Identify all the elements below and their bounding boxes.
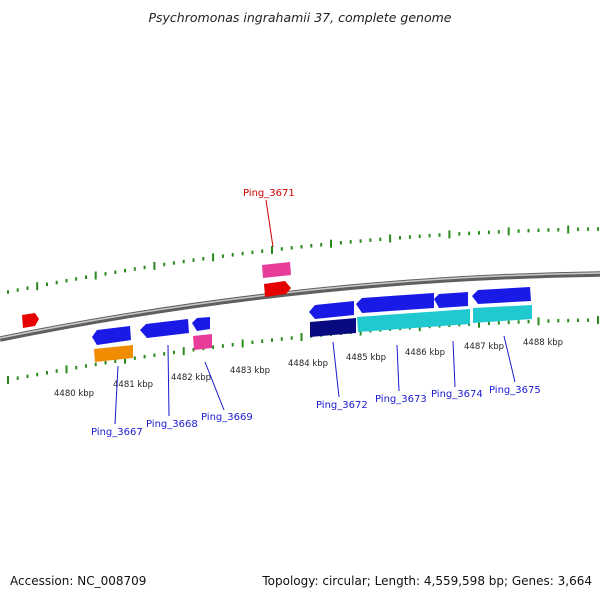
gene-feature-cyan[interactable] — [357, 309, 470, 332]
callout-line — [114, 365, 119, 425]
genome-backbone-highlight — [0, 272, 600, 339]
genome-summary: Topology: circular; Length: 4,559,598 bp… — [262, 574, 592, 588]
scale-label: 4481 kbp — [113, 380, 153, 390]
gene-label-ping-3674[interactable]: Ping_3674 — [431, 389, 483, 400]
gene-callout-lines — [114, 199, 516, 425]
genome-backbone — [0, 271, 600, 342]
gene-feature-blue[interactable] — [140, 319, 189, 338]
scale-labels: 4480 kbp 4481 kbp 4482 kbp 4483 kbp 4484… — [54, 338, 563, 399]
callout-line — [452, 340, 456, 388]
gene-feature-blue[interactable] — [356, 293, 434, 313]
gene-label-ping-3671[interactable]: Ping_3671 — [243, 188, 295, 199]
gene-label-ping-3673[interactable]: Ping_3673 — [375, 394, 427, 405]
callout-line — [265, 199, 274, 248]
callout-line — [204, 361, 225, 411]
scale-label: 4485 kbp — [346, 353, 386, 363]
accession-label: Accession: NC_008709 — [10, 574, 147, 588]
gene-feature-red[interactable] — [22, 313, 39, 328]
gene-feature-blue[interactable] — [92, 326, 131, 345]
scale-label: 4482 kbp — [171, 373, 211, 383]
scale-label: 4486 kbp — [405, 348, 445, 358]
gene-label-ping-3668[interactable]: Ping_3668 — [146, 419, 198, 430]
gene-feature-blue[interactable] — [192, 317, 210, 331]
callout-line — [396, 344, 400, 392]
outer-scale-track — [7, 225, 599, 294]
callout-line — [167, 344, 170, 417]
callout-line — [503, 335, 516, 383]
map-title: Psychromonas ingrahamii 37, complete gen… — [148, 10, 452, 25]
scale-label: 4488 kbp — [523, 338, 563, 348]
gene-labels: Ping_3671 Ping_3667 Ping_3668 Ping_3669 … — [91, 188, 541, 438]
gene-feature-cyan[interactable] — [473, 305, 532, 323]
scale-label: 4484 kbp — [288, 359, 328, 369]
gene-label-ping-3675[interactable]: Ping_3675 — [489, 385, 541, 396]
gene-label-ping-3669[interactable]: Ping_3669 — [201, 412, 253, 423]
gene-feature-blue[interactable] — [472, 287, 531, 304]
gene-feature-orange[interactable] — [94, 345, 133, 362]
callout-line — [332, 341, 340, 398]
gene-feature-navy[interactable] — [310, 318, 356, 337]
gene-feature-blue[interactable] — [434, 292, 468, 308]
gene-label-ping-3672[interactable]: Ping_3672 — [316, 400, 368, 411]
gene-feature-pink[interactable] — [262, 262, 291, 278]
gene-features — [22, 262, 532, 362]
scale-label: 4483 kbp — [230, 366, 270, 376]
gene-feature-pink[interactable] — [193, 334, 212, 350]
scale-label: 4480 kbp — [54, 389, 94, 399]
gene-label-ping-3667[interactable]: Ping_3667 — [91, 427, 143, 438]
gene-feature-red[interactable] — [264, 281, 291, 297]
scale-label: 4487 kbp — [464, 342, 504, 352]
gene-feature-blue[interactable] — [309, 301, 354, 319]
